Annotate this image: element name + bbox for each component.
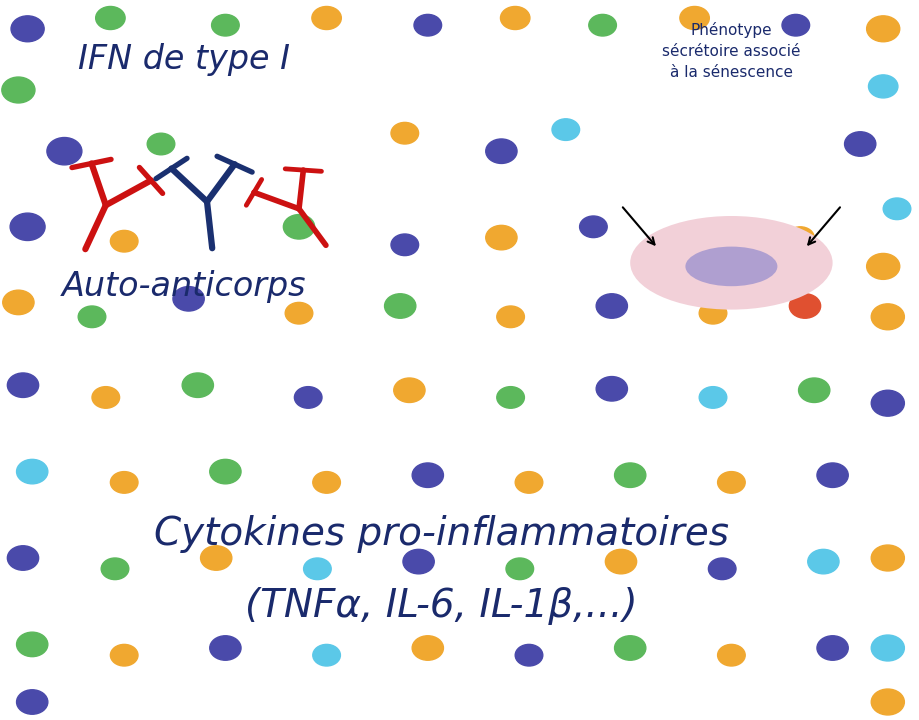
Circle shape	[717, 644, 744, 666]
Circle shape	[312, 472, 340, 493]
Circle shape	[3, 290, 34, 315]
Circle shape	[294, 387, 322, 408]
Circle shape	[17, 459, 48, 484]
Circle shape	[210, 636, 241, 660]
Circle shape	[393, 378, 425, 402]
Circle shape	[515, 472, 542, 493]
Circle shape	[312, 644, 340, 666]
Circle shape	[515, 644, 542, 666]
Circle shape	[283, 215, 314, 239]
Ellipse shape	[630, 216, 832, 310]
Circle shape	[412, 463, 443, 487]
Circle shape	[614, 463, 645, 487]
Circle shape	[210, 459, 241, 484]
Text: Phénotype
sécrétoire associé
à la sénescence: Phénotype sécrétoire associé à la sénesc…	[662, 22, 800, 80]
Circle shape	[789, 294, 820, 318]
Circle shape	[17, 632, 48, 657]
Circle shape	[11, 16, 44, 42]
Circle shape	[92, 387, 119, 408]
Circle shape	[882, 198, 910, 220]
Circle shape	[870, 304, 903, 330]
Circle shape	[391, 122, 418, 144]
Circle shape	[505, 558, 533, 580]
Circle shape	[605, 549, 636, 574]
Circle shape	[496, 306, 524, 328]
Circle shape	[870, 545, 903, 571]
Circle shape	[173, 287, 204, 311]
Circle shape	[781, 14, 809, 36]
Circle shape	[384, 294, 415, 318]
Circle shape	[403, 549, 434, 574]
Circle shape	[17, 690, 48, 714]
Circle shape	[698, 302, 726, 324]
Text: Cytokines pro-inflammatoires: Cytokines pro-inflammatoires	[153, 515, 729, 553]
Circle shape	[816, 636, 847, 660]
Circle shape	[147, 133, 175, 155]
Circle shape	[110, 472, 138, 493]
Circle shape	[412, 636, 443, 660]
Circle shape	[96, 6, 125, 30]
Circle shape	[200, 546, 232, 570]
Ellipse shape	[685, 247, 777, 287]
Text: Auto-anticorps: Auto-anticorps	[62, 270, 306, 303]
Circle shape	[816, 463, 847, 487]
Circle shape	[47, 138, 82, 165]
Circle shape	[285, 302, 312, 324]
Circle shape	[303, 558, 331, 580]
Circle shape	[798, 378, 829, 402]
Circle shape	[596, 294, 627, 318]
Circle shape	[101, 558, 129, 580]
Circle shape	[10, 213, 45, 240]
Circle shape	[870, 390, 903, 416]
Circle shape	[868, 75, 897, 98]
Circle shape	[596, 377, 627, 401]
Circle shape	[211, 14, 239, 36]
Circle shape	[78, 306, 106, 328]
Circle shape	[870, 635, 903, 661]
Circle shape	[7, 373, 39, 397]
Circle shape	[614, 636, 645, 660]
Circle shape	[866, 16, 899, 42]
Circle shape	[679, 6, 709, 30]
Circle shape	[2, 77, 35, 103]
Circle shape	[312, 6, 341, 30]
Circle shape	[579, 216, 607, 238]
Circle shape	[496, 387, 524, 408]
Circle shape	[551, 119, 579, 140]
Circle shape	[110, 230, 138, 252]
Circle shape	[708, 558, 735, 580]
Circle shape	[588, 14, 616, 36]
Circle shape	[866, 253, 899, 279]
Circle shape	[807, 549, 838, 574]
Circle shape	[870, 689, 903, 715]
Circle shape	[110, 644, 138, 666]
Circle shape	[414, 14, 441, 36]
Circle shape	[786, 227, 813, 248]
Text: IFN de type I: IFN de type I	[78, 43, 289, 76]
Circle shape	[500, 6, 529, 30]
Circle shape	[485, 225, 516, 250]
Circle shape	[7, 546, 39, 570]
Circle shape	[678, 233, 709, 257]
Text: (TNFα, IL-6, IL-1β,...): (TNFα, IL-6, IL-1β,...)	[245, 587, 637, 625]
Circle shape	[717, 472, 744, 493]
Circle shape	[844, 132, 875, 156]
Circle shape	[182, 373, 213, 397]
Circle shape	[485, 139, 516, 163]
Circle shape	[698, 387, 726, 408]
Circle shape	[391, 234, 418, 256]
